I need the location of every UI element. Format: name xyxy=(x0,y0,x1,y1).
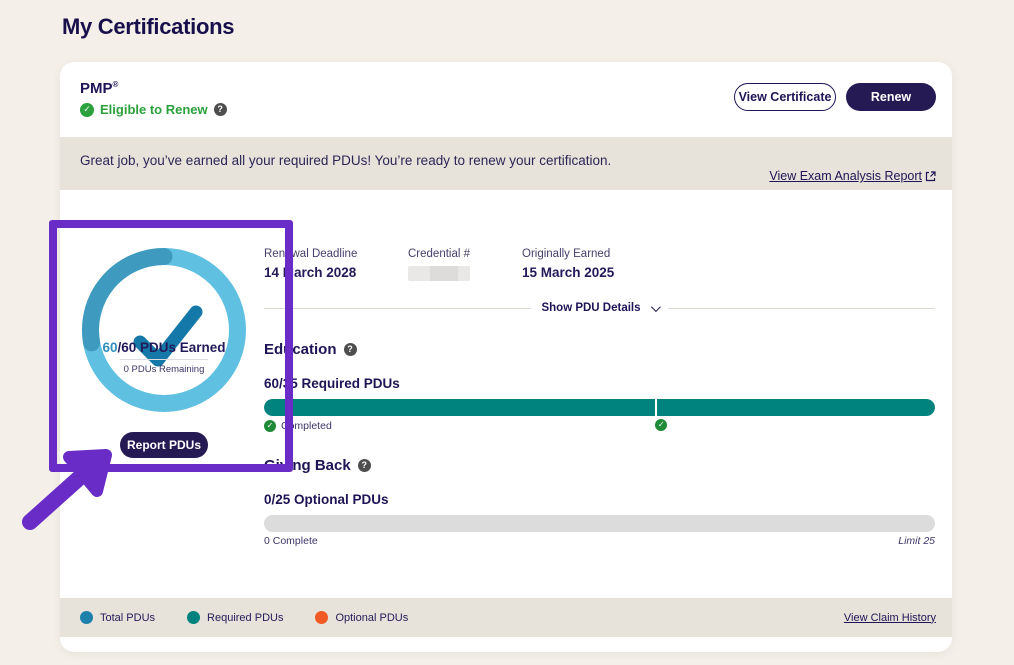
certification-card: PMP® ✓ Eligible to Renew ? View Certific… xyxy=(60,62,952,652)
education-progress-bar xyxy=(264,399,935,416)
view-claim-history-link[interactable]: View Claim History xyxy=(843,611,936,624)
report-pdus-button[interactable]: Report PDUs xyxy=(120,432,208,458)
banner-message: Great job, you’ve earned all your requir… xyxy=(80,153,612,168)
education-progress-fill xyxy=(264,399,935,416)
legend-band: Total PDUs Required PDUs Optional PDUs V… xyxy=(60,598,952,637)
status-row: ✓ Eligible to Renew ? xyxy=(80,102,227,117)
giving-back-sub-row: 0 Complete Limit 25 xyxy=(264,535,935,547)
total-pdus-dot-icon xyxy=(80,611,93,624)
pdu-donut-chart: 60/60 PDUs Earned 0 PDUs Remaining xyxy=(81,248,246,412)
trademark-symbol: ® xyxy=(112,80,119,89)
status-help-icon[interactable]: ? xyxy=(213,103,227,116)
credential-redacted-value xyxy=(408,266,470,281)
completed-check-icon: ✓ xyxy=(264,420,276,432)
complete-count-label: 0 Complete xyxy=(264,535,318,547)
giving-back-heading: Giving Back ? xyxy=(264,457,371,474)
renewal-deadline: Renewal Deadline 14 March 2028 xyxy=(264,248,358,280)
status-check-icon: ✓ xyxy=(80,102,94,117)
giving-back-help-icon[interactable]: ? xyxy=(357,459,371,472)
originally-earned: Originally Earned 15 March 2025 xyxy=(522,248,615,280)
page-title: My Certifications xyxy=(62,14,235,39)
donut-ring-accent xyxy=(81,248,173,352)
divider xyxy=(264,307,532,309)
pdus-earned-label: 60/60 PDUs Earned xyxy=(102,340,226,355)
required-pdus-dot-icon xyxy=(187,611,201,624)
cert-name: PMP® xyxy=(80,80,119,97)
external-link-icon xyxy=(925,170,936,181)
view-certificate-button[interactable]: View Certificate xyxy=(734,83,836,111)
chevron-down-icon xyxy=(650,301,661,312)
legend-item-total: Total PDUs xyxy=(80,611,155,624)
requirement-met-check-icon: ✓ xyxy=(655,419,668,431)
legend-item-optional: Optional PDUs xyxy=(315,611,408,624)
donut-divider xyxy=(120,359,208,360)
completed-label: Completed xyxy=(281,420,332,432)
status-banner: Great job, you’ve earned all your requir… xyxy=(60,137,952,190)
divider xyxy=(667,307,935,309)
donut-check-icon xyxy=(133,305,203,367)
status-badge: Eligible to Renew xyxy=(100,102,208,117)
limit-label: Limit 25 xyxy=(898,535,935,547)
education-help-icon[interactable]: ? xyxy=(343,343,357,356)
giving-back-progress-bar xyxy=(264,515,935,532)
renew-button[interactable]: Renew xyxy=(846,83,936,111)
education-requirement-tick xyxy=(655,399,658,416)
credential-number: Credential # xyxy=(408,248,470,281)
optional-pdus-dot-icon xyxy=(315,611,329,624)
education-heading: Education ? xyxy=(264,341,357,358)
giving-back-progress-label: 0/25 Optional PDUs xyxy=(264,492,389,507)
education-progress-label: 60/35 Required PDUs xyxy=(264,376,400,391)
exam-analysis-report-link[interactable]: View Exam Analysis Report xyxy=(769,169,936,183)
show-pdu-details-toggle[interactable]: Show PDU Details xyxy=(264,301,935,314)
education-sub-row: ✓ Completed ✓ xyxy=(264,419,935,432)
pdus-remaining-label: 0 PDUs Remaining xyxy=(123,364,205,375)
legend-item-required: Required PDUs xyxy=(187,611,283,624)
